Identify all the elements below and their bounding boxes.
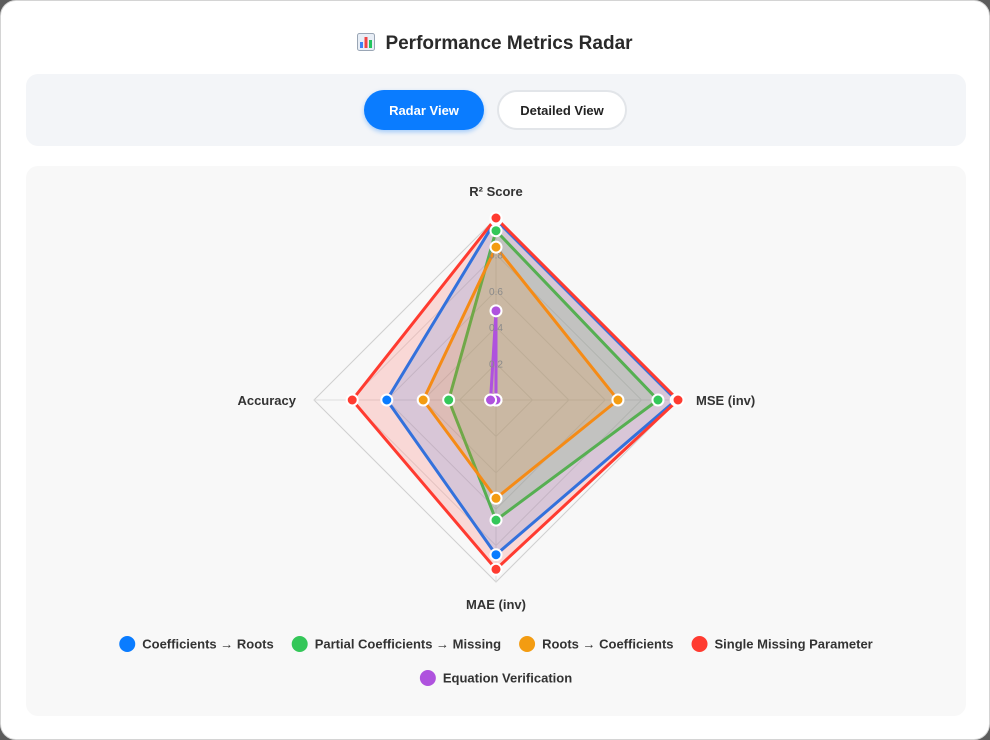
legend-marker	[291, 636, 308, 652]
axis-label: Accuracy	[237, 393, 296, 408]
axis-label: R² Score	[469, 184, 522, 199]
data-point	[489, 491, 503, 505]
legend-marker	[691, 636, 708, 652]
tick-label: 0.4	[489, 323, 503, 334]
detailed-view-button[interactable]: Detailed View	[497, 90, 627, 130]
bar-chart-icon	[357, 33, 376, 51]
tick-label: 0.6	[489, 287, 503, 298]
data-point	[484, 393, 498, 407]
axis-label: MAE (inv)	[466, 597, 526, 612]
data-point	[611, 393, 625, 407]
data-point	[489, 304, 503, 318]
data-point	[416, 393, 430, 407]
data-point	[651, 393, 665, 407]
data-point	[489, 513, 503, 527]
page-title: Performance Metrics Radar	[1, 31, 989, 56]
data-point	[489, 240, 503, 254]
view-toggle: Radar View Detailed View	[26, 74, 966, 146]
legend-label: Equation Verification	[443, 671, 572, 686]
data-point	[671, 393, 685, 407]
data-point	[442, 393, 456, 407]
legend-label: Coefficients → Roots	[142, 637, 273, 652]
data-point	[345, 393, 359, 407]
title-text: Performance Metrics Radar	[385, 33, 633, 54]
data-point	[380, 393, 394, 407]
legend-marker	[519, 636, 536, 652]
legend-marker	[419, 670, 436, 686]
tick-label: 0.2	[489, 360, 503, 371]
legend-label: Partial Coefficients → Missing	[315, 637, 501, 652]
tick-label: 0.8	[489, 250, 503, 261]
data-point	[489, 562, 503, 576]
legend-label: Roots → Coefficients	[542, 637, 673, 652]
axis-label: MSE (inv)	[696, 393, 755, 408]
series-area-3	[350, 216, 680, 571]
radar-view-button[interactable]: Radar View	[364, 90, 484, 130]
data-point	[489, 548, 503, 562]
data-point	[489, 224, 503, 238]
legend-label: Single Missing Parameter	[715, 637, 873, 652]
data-point	[489, 211, 503, 225]
legend-marker	[119, 636, 136, 652]
